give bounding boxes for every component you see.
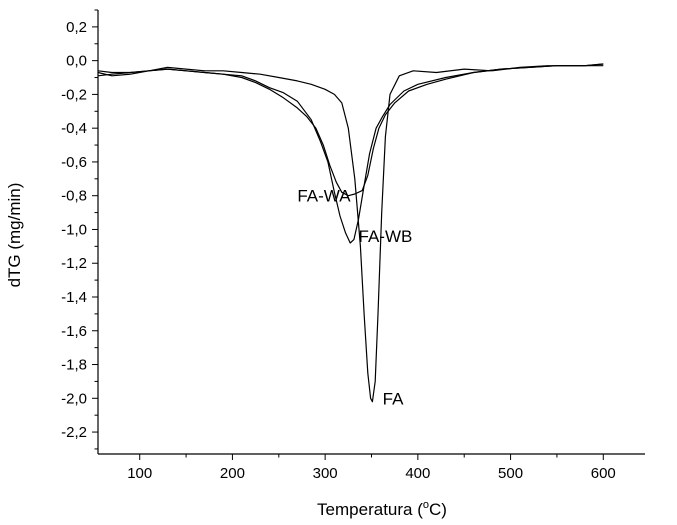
axes-layer: 100 200 300 400 500 600 0,2 0,0 -0,2 -0,4 -0,6 -0,8… bbox=[61, 9, 645, 482]
y-tick-label: 0,0 bbox=[66, 53, 87, 70]
series-line-fa-wa bbox=[97, 63, 604, 197]
annotation-fa-wb: FA-WB bbox=[359, 227, 413, 246]
x-tick-label: 400 bbox=[405, 465, 430, 482]
y-tick-label: -0,2 bbox=[61, 86, 87, 103]
x-axis-title: Temperatura (oC) bbox=[317, 499, 447, 519]
series-line-fa-wb bbox=[97, 63, 604, 244]
y-tick-label: -1,6 bbox=[61, 323, 87, 340]
y-tick-label: -1,4 bbox=[61, 289, 87, 306]
series-layer bbox=[97, 63, 604, 403]
y-tick-label: -0,6 bbox=[61, 154, 87, 171]
y-tick-label: -2,2 bbox=[61, 424, 87, 441]
x-axis-title-superscript: o bbox=[423, 499, 429, 511]
x-tick-label: 200 bbox=[220, 465, 245, 482]
x-tick-label: 600 bbox=[591, 465, 616, 482]
y-tick-label: -1,2 bbox=[61, 255, 87, 272]
y-tick-label: -0,8 bbox=[61, 188, 87, 205]
annotation-fa-wa: FA-WA bbox=[297, 187, 351, 206]
annotation-layer: FA-WA FA-WB FA bbox=[297, 187, 412, 409]
x-axis-title-tail: C) bbox=[429, 500, 447, 519]
y-tick-label: -2,0 bbox=[61, 390, 87, 407]
x-tick-label: 100 bbox=[127, 465, 152, 482]
series-line-fa bbox=[97, 65, 604, 403]
y-tick-label: -1,0 bbox=[61, 221, 87, 238]
y-tick-label: 0,2 bbox=[66, 19, 87, 36]
y-tick-label: -0,4 bbox=[61, 120, 87, 137]
annotation-fa: FA bbox=[383, 389, 404, 408]
y-tick-label: -1,8 bbox=[61, 357, 87, 374]
x-tick-label: 300 bbox=[313, 465, 338, 482]
x-axis-title-text: Temperatura ( bbox=[317, 500, 423, 519]
x-tick-label: 500 bbox=[498, 465, 523, 482]
y-axis-title: dTG (mg/min) bbox=[5, 183, 24, 288]
